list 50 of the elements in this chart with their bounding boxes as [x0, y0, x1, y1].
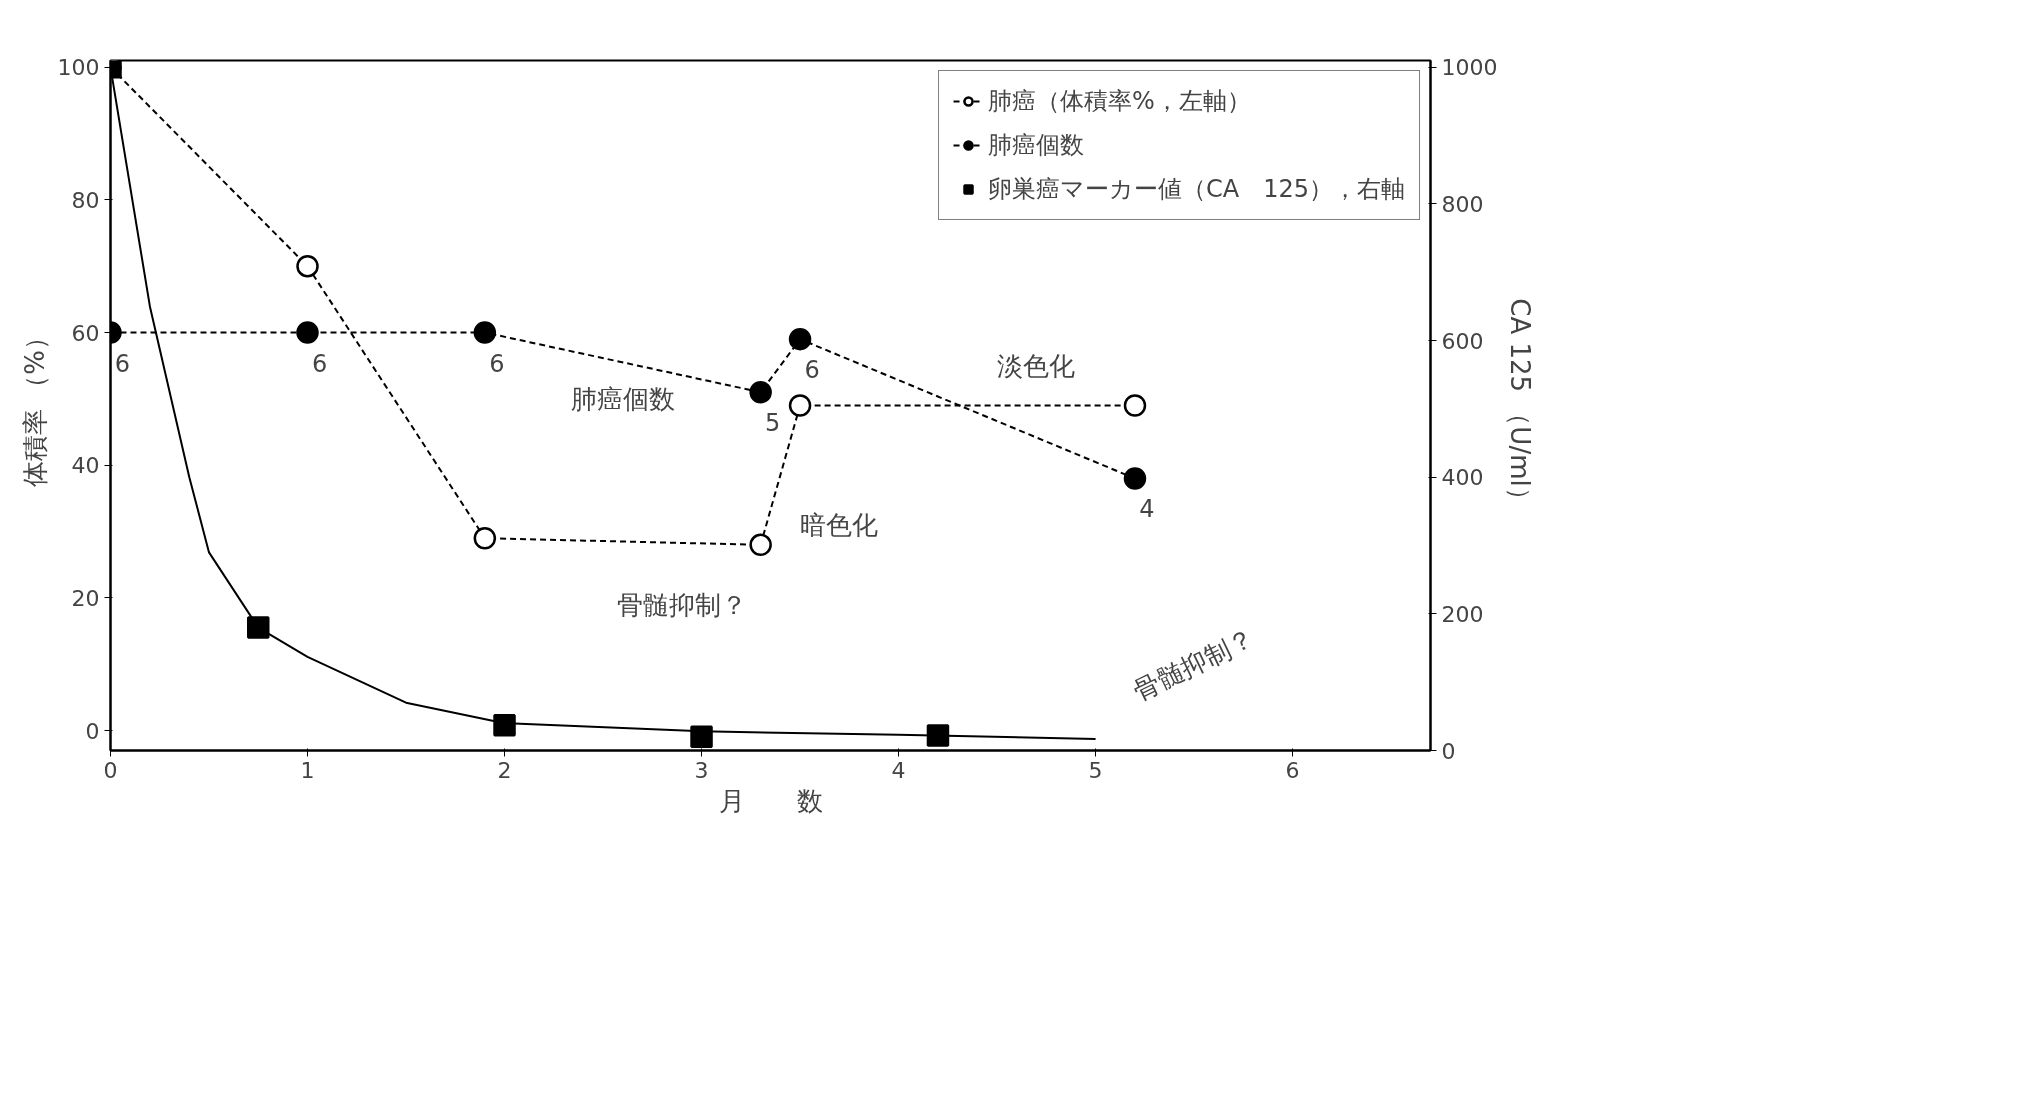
- y-tick-label: 100: [57, 55, 100, 81]
- point: [788, 327, 812, 351]
- y-tick-label: 20: [71, 585, 100, 611]
- y-tick-label: 0: [85, 718, 100, 744]
- y2-tick-label: 400: [1441, 465, 1484, 491]
- y-axis-title: 体積率 （%）: [19, 324, 50, 487]
- point: [1123, 394, 1147, 417]
- x-tick-label: 6: [1285, 757, 1300, 783]
- point: [749, 533, 772, 557]
- y2-axis-title: CA 125 （U/ml）: [1505, 298, 1536, 513]
- x-tick-label: 3: [694, 757, 709, 783]
- annotation: 骨髄抑制？: [616, 589, 747, 620]
- y-tick-label: 40: [71, 453, 100, 479]
- point: [247, 616, 270, 639]
- x-tick-label: 0: [103, 757, 118, 783]
- annotation: 5: [765, 409, 781, 438]
- x-tick-label: 5: [1088, 757, 1103, 783]
- point: [473, 321, 497, 344]
- annotation: 6: [804, 356, 820, 385]
- y2-tick-label: 0: [1441, 738, 1456, 764]
- x-tick-label: 1: [300, 757, 315, 783]
- point: [493, 713, 516, 737]
- annotation: 6: [489, 349, 505, 378]
- y2-tick-label: 600: [1441, 328, 1484, 354]
- point: [296, 321, 319, 344]
- annotation: 肺癌個数: [570, 383, 675, 414]
- annotation: 6: [114, 349, 131, 378]
- y-tick-label: 80: [71, 187, 100, 213]
- point: [473, 526, 497, 550]
- point: [926, 724, 950, 747]
- legend-label: 肺癌個数: [988, 130, 1085, 161]
- y-tick-label: 60: [71, 320, 100, 346]
- y2-tick-label: 1000: [1441, 55, 1498, 81]
- annotation: 淡色化: [997, 350, 1076, 381]
- point: [690, 725, 713, 749]
- y2-tick-label: 200: [1441, 601, 1484, 627]
- point: [296, 254, 319, 278]
- annotation: 暗色化: [800, 509, 879, 540]
- point: [1123, 467, 1147, 490]
- point: [788, 394, 812, 417]
- annotation: 4: [1139, 495, 1155, 524]
- legend-label: 肺癌（体積率%，左軸）: [988, 86, 1251, 117]
- annotation: 骨髄抑制？: [1129, 622, 1260, 707]
- point: [749, 381, 772, 404]
- x-tick-label: 2: [497, 757, 512, 783]
- x-tick-label: 4: [891, 757, 906, 783]
- legend-label: 卵巣癌マーカー値（CA 125），右軸: [988, 174, 1405, 205]
- x-axis-title: 月 数: [718, 785, 823, 816]
- annotation: 6: [311, 349, 328, 378]
- y2-tick-label: 800: [1441, 191, 1484, 217]
